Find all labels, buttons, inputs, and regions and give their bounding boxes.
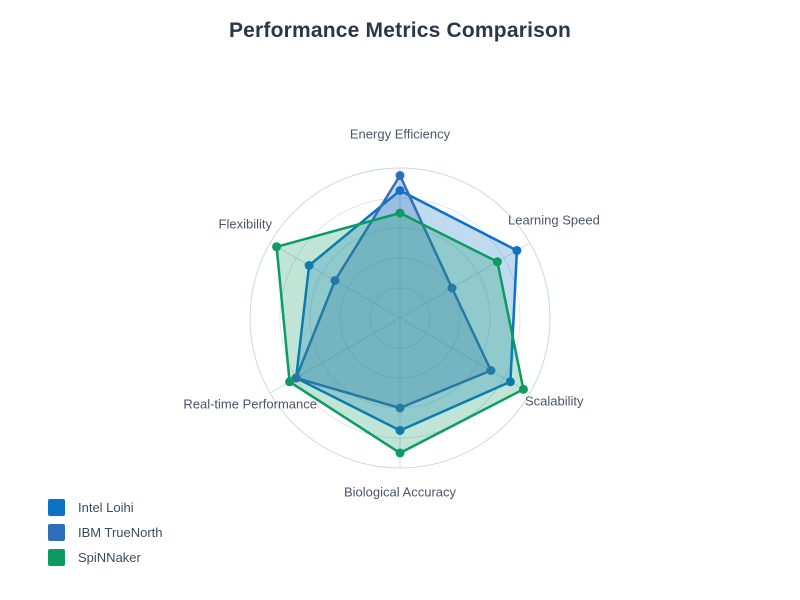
axis-spoke-learning-speed bbox=[399, 242, 531, 319]
data-point-ibm-truenorth-flexibility bbox=[330, 276, 340, 285]
axis-label-energy-efficiency: Energy Efficiency bbox=[350, 126, 451, 141]
data-point-ibm-truenorth-scalability bbox=[486, 366, 496, 375]
chart-title: Performance Metrics Comparison bbox=[228, 19, 572, 42]
axis-label-learning-speed: Learning Speed bbox=[508, 212, 600, 227]
data-point-intel-loihi-scalability bbox=[505, 377, 515, 387]
axis-label-real-time-performance: Real-time Performance bbox=[183, 396, 317, 411]
legend-item-intel-loihi[interactable]: Intel Loihi bbox=[48, 499, 163, 516]
legend: Intel Loihi IBM TrueNorth SpiNNaker bbox=[48, 499, 163, 574]
legend-swatch-ibm-truenorth bbox=[48, 524, 65, 541]
data-point-intel-loihi-learning-speed bbox=[512, 246, 522, 255]
data-point-ibm-truenorth-biological-accuracy bbox=[395, 403, 405, 413]
data-point-spinnaker-learning-speed bbox=[492, 257, 502, 267]
axis-label-scalability: Scalability bbox=[525, 393, 584, 408]
data-point-spinnaker-flexibility bbox=[272, 242, 282, 252]
data-point-intel-loihi-flexibility bbox=[304, 261, 314, 270]
data-point-spinnaker-real-time-performance bbox=[285, 377, 295, 387]
series-ibm-truenorth bbox=[291, 171, 496, 413]
legend-swatch-intel-loihi bbox=[48, 499, 65, 516]
data-point-ibm-truenorth-real-time-performance bbox=[291, 373, 301, 383]
data-point-intel-loihi-biological-accuracy bbox=[395, 426, 405, 435]
axis-label-biological-accuracy: Biological Accuracy bbox=[344, 484, 456, 499]
data-point-ibm-truenorth-energy-efficiency bbox=[395, 171, 405, 180]
legend-item-spinnaker[interactable]: SpiNNaker bbox=[48, 549, 163, 566]
data-point-spinnaker-biological-accuracy bbox=[395, 448, 405, 458]
data-point-ibm-truenorth-learning-speed bbox=[447, 283, 457, 293]
data-point-spinnaker-scalability bbox=[518, 384, 528, 394]
legend-label-spinnaker: SpiNNaker bbox=[78, 550, 141, 565]
data-point-spinnaker-energy-efficiency bbox=[395, 208, 405, 218]
legend-item-ibm-truenorth[interactable]: IBM TrueNorth bbox=[48, 524, 163, 541]
legend-label-ibm-truenorth: IBM TrueNorth bbox=[78, 525, 163, 540]
axis-label-flexibility: Flexibility bbox=[219, 216, 273, 231]
series-spinnaker bbox=[272, 208, 528, 458]
legend-swatch-spinnaker bbox=[48, 549, 65, 566]
legend-label-intel-loihi: Intel Loihi bbox=[78, 500, 134, 515]
data-point-intel-loihi-energy-efficiency bbox=[395, 186, 405, 195]
